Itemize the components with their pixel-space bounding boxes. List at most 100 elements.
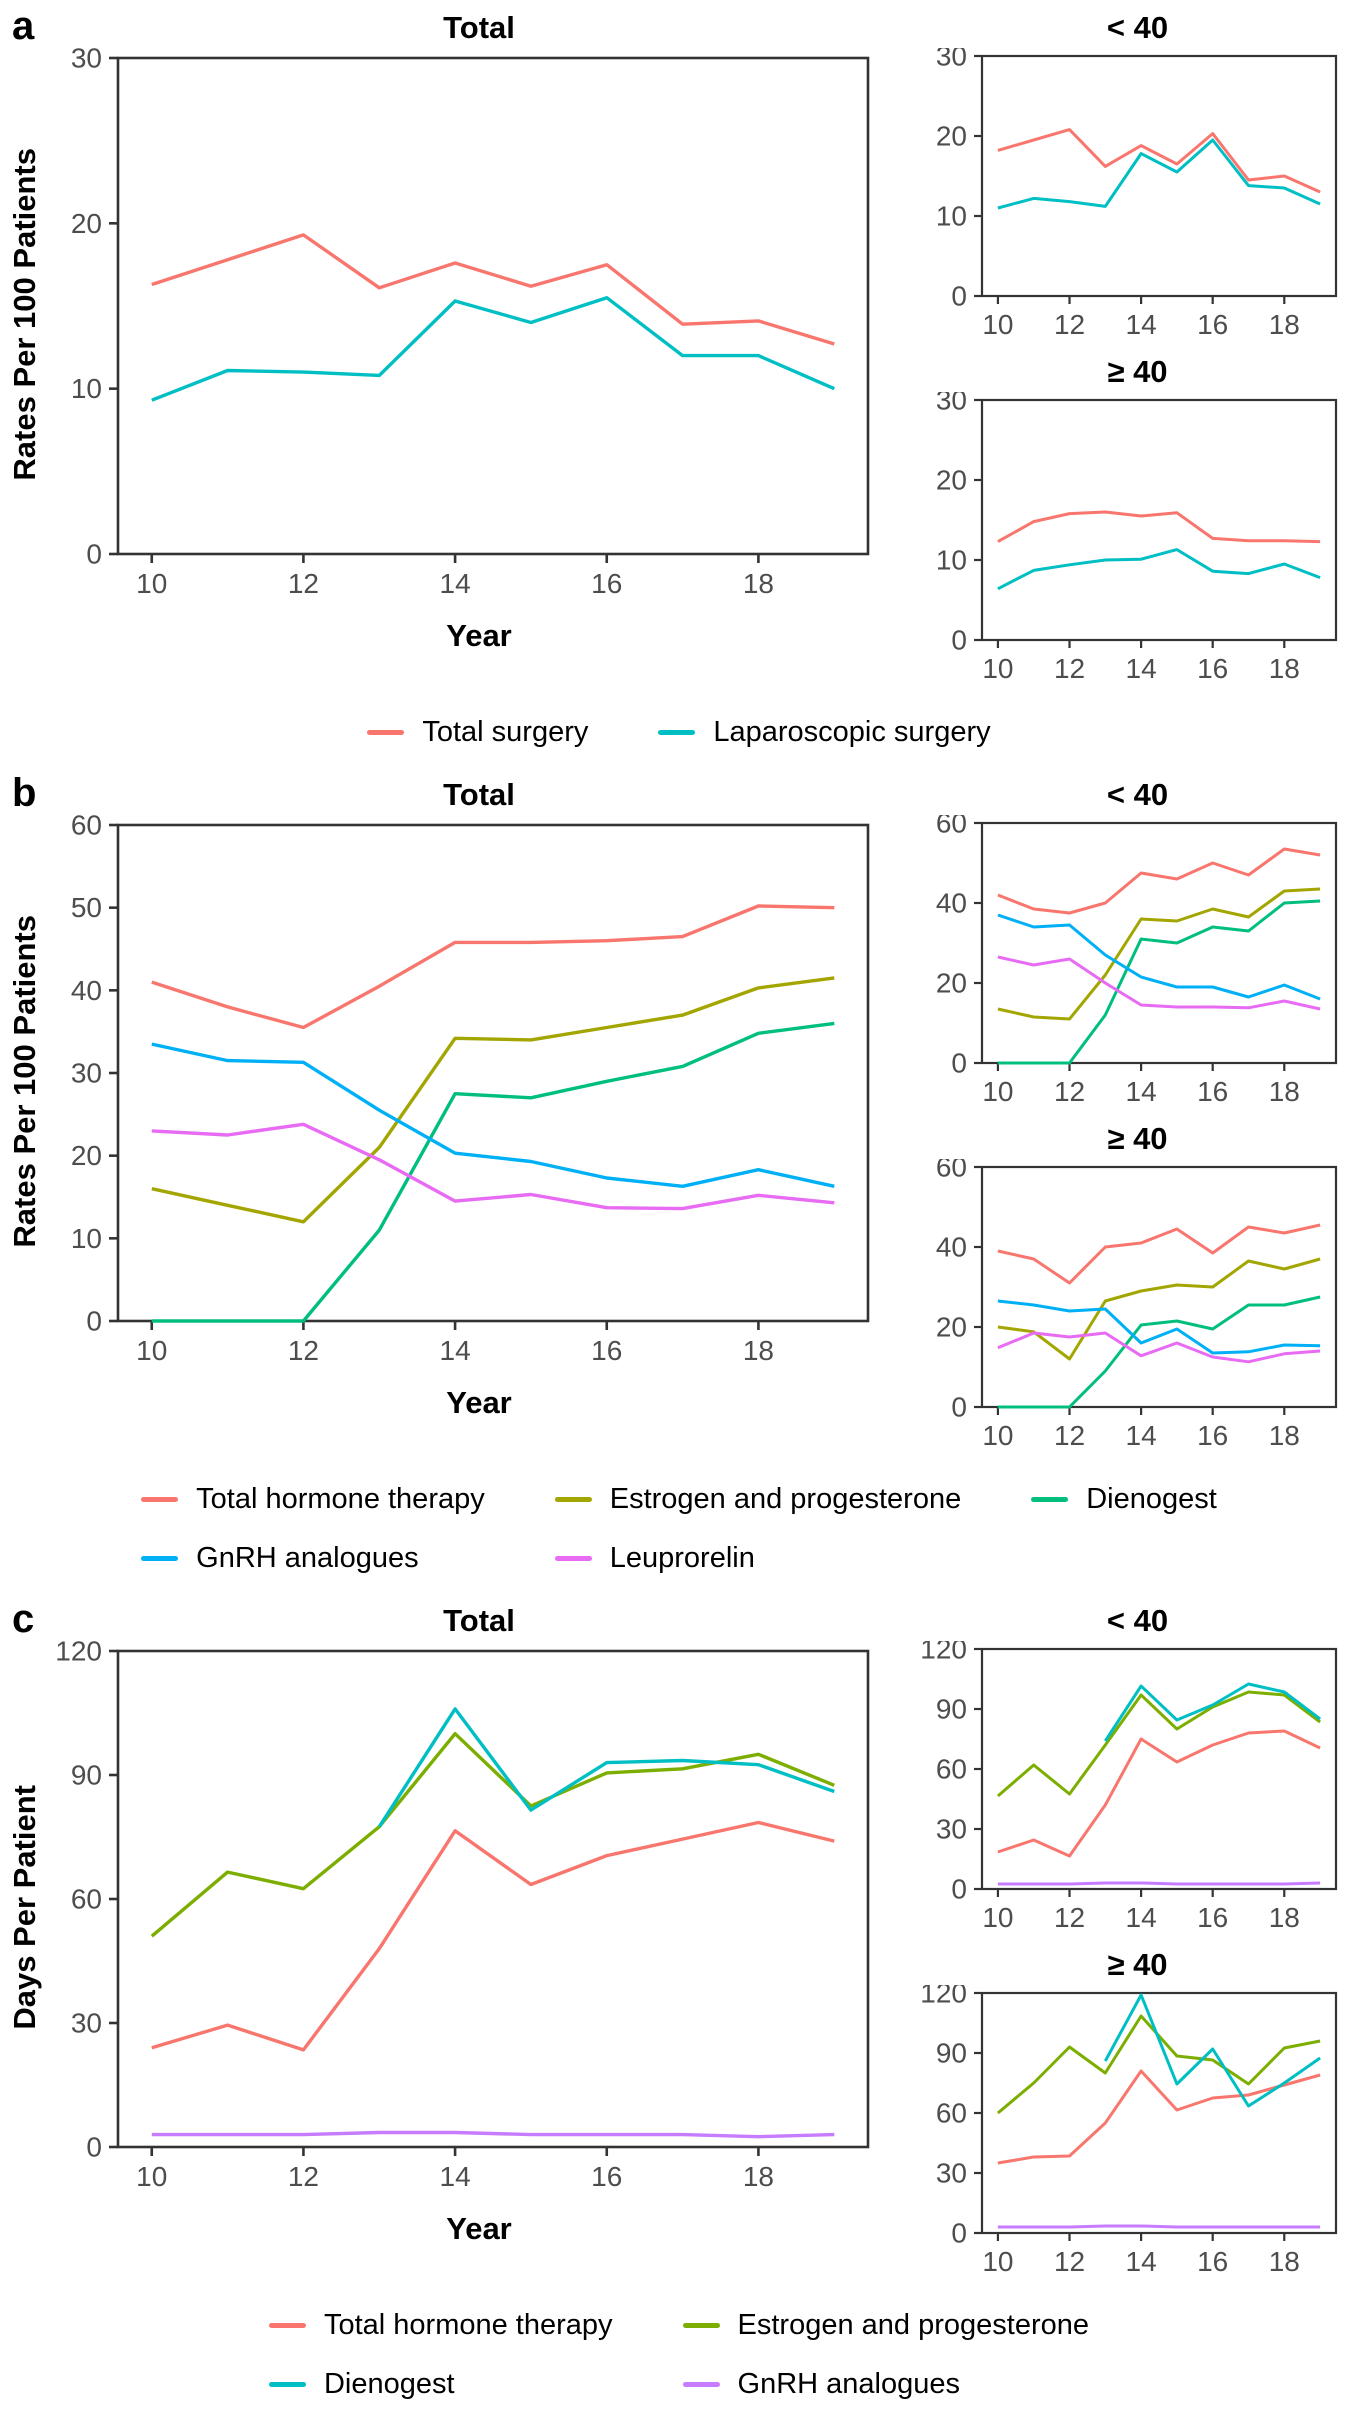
y-tick-label: 40	[936, 1232, 967, 1263]
y-tick-label: 50	[71, 892, 102, 923]
y-tick-label: 30	[71, 1058, 102, 1089]
y-tick-label: 10	[936, 545, 967, 576]
series-line-estrogen-and-progesterone	[996, 1690, 1322, 1798]
legend-item-total-hormone-therapy: Total hormone therapy	[141, 1483, 485, 1516]
panel-b-letter: b	[12, 771, 37, 815]
x-tick-label: 18	[1269, 1076, 1300, 1107]
legend-item-total-hormone-therapy: Total hormone therapy	[268, 2309, 613, 2342]
legend-label: Estrogen and progesterone	[609, 1483, 962, 1515]
legend-key-icon	[1031, 1497, 1069, 1502]
legend-key-icon	[682, 2382, 720, 2387]
x-tick-label: 18	[1269, 309, 1300, 340]
series-line-gnrh-analogues	[151, 1042, 835, 1188]
x-tick-label: 16	[1197, 309, 1228, 340]
panel-b-x-axis-label: Year	[446, 1385, 512, 1420]
y-tick-label: 60	[71, 815, 102, 841]
y-tick-label: 0	[86, 2132, 102, 2163]
series-line-gnrh-analogues	[151, 2130, 835, 2139]
chart-c-total: Total 0 30 60 90 120 10 12 14 16 18	[50, 1601, 880, 2209]
y-tick-label: 40	[936, 888, 967, 919]
series-line-leuprorelin	[997, 1331, 1321, 1364]
series-line-leuprorelin	[151, 1122, 835, 1211]
y-tick-label: 90	[71, 1760, 102, 1791]
chart-b-over40: ≥ 40 0 20 40 60 10 12 14 16 18	[890, 1119, 1342, 1457]
y-tick-label: 20	[936, 968, 967, 999]
y-tick-label: 60	[936, 2098, 967, 2129]
y-tick-label: 30	[936, 1814, 967, 1845]
legend-label: Leuprorelin	[609, 1542, 755, 1574]
series-line-total-hormone-therapy	[997, 847, 1321, 915]
legend-label: Total surgery	[422, 716, 589, 748]
legend-item-estrogen-and-progesterone: Estrogen and progesterone	[682, 2309, 1090, 2342]
x-tick-label: 16	[1197, 2246, 1228, 2277]
chart-c-total-title: Total	[443, 1603, 515, 1638]
chart-b-under40-title: < 40	[1106, 777, 1169, 812]
y-tick-label: 30	[936, 392, 967, 416]
x-tick-label: 14	[440, 2161, 471, 2192]
legend-key-icon	[268, 2323, 306, 2328]
x-tick-label: 12	[1054, 1902, 1085, 1933]
plot-border	[980, 398, 1338, 642]
x-tick-label: 14	[440, 568, 471, 599]
x-tick-label: 18	[1269, 2246, 1300, 2277]
series-line-estrogen-and-progesterone	[997, 1257, 1321, 1361]
x-tick-label: 18	[743, 2161, 774, 2192]
legend-key-icon	[141, 1497, 179, 1502]
chart-a-over40-title: ≥ 40	[1107, 354, 1168, 389]
x-tick-label: 14	[1126, 1420, 1157, 1451]
series-line-estrogen-and-progesterone	[151, 976, 835, 1224]
legend-label: Dienogest	[323, 2368, 455, 2400]
panel-c-y-axis-label: Days Per Patient	[7, 1784, 42, 2030]
y-tick-label: 40	[71, 975, 102, 1006]
y-tick-label: 0	[86, 539, 102, 570]
y-tick-label: 0	[951, 1874, 967, 1905]
series-line-total-hormone-therapy	[997, 1729, 1321, 1858]
y-tick-label: 60	[936, 1754, 967, 1785]
y-tick-label: 10	[71, 1223, 102, 1254]
legend-c: Total hormone therapy Estrogen and proges…	[0, 2309, 1358, 2401]
x-tick-label: 14	[1126, 1902, 1157, 1933]
y-tick-label: 120	[920, 1641, 967, 1665]
series-line-dienogest	[997, 1295, 1321, 1409]
panel-b-y-axis-label: Rates Per 100 Patients	[7, 914, 42, 1248]
y-tick-label: 120	[55, 1641, 102, 1667]
legend-item-dienogest: Dienogest	[1031, 1483, 1217, 1516]
panel-c-x-axis-label: Year	[446, 2211, 512, 2246]
legend-item-dienogest: Dienogest	[268, 2368, 455, 2401]
x-tick-label: 16	[591, 1335, 622, 1366]
series-line-total-hormone-therapy	[151, 904, 835, 1030]
plot-area-b-total: 0 10 20 30 40 50 60 10 12 14 16 18	[71, 815, 870, 1366]
chart-b-over40-title: ≥ 40	[1107, 1121, 1168, 1156]
plot-border	[116, 56, 870, 556]
x-tick-label: 10	[136, 568, 167, 599]
chart-b-under40: < 40 0 20 40 60 10 12 14 16 18	[890, 775, 1342, 1113]
series-line-gnrh-analogues	[997, 1299, 1321, 1355]
x-tick-label: 12	[288, 568, 319, 599]
x-tick-label: 16	[1197, 653, 1228, 684]
y-tick-label: 60	[936, 1159, 967, 1183]
series-line-laparoscopic-surgery	[997, 548, 1321, 591]
panel-c: c Days Per Patient Total 0 30 60 90 120 10 12 1…	[0, 1593, 1358, 2419]
legend-key-icon	[268, 2382, 306, 2387]
chart-b-total: Total 0 10 20 30 40 50 60 10 12 14 16 18	[50, 775, 880, 1383]
y-tick-label: 30	[71, 2008, 102, 2039]
x-tick-label: 16	[1197, 1420, 1228, 1451]
plot-border	[116, 1649, 870, 2149]
y-tick-label: 10	[71, 373, 102, 404]
series-line-laparoscopic-surgery	[151, 295, 835, 402]
plot-area-b--40: 0 20 40 60 10 12 14 16 18	[936, 815, 1338, 1107]
series-line-gnrh-analogues	[997, 2224, 1321, 2229]
legend-label: Estrogen and progesterone	[737, 2309, 1090, 2341]
panel-a-y-axis-label: Rates Per 100 Patients	[7, 147, 42, 481]
y-tick-label: 0	[86, 1306, 102, 1337]
series-line-estrogen-and-progesterone	[996, 2014, 1321, 2115]
x-tick-label: 16	[1197, 1076, 1228, 1107]
series-line-dienogest	[1104, 1682, 1322, 1742]
x-tick-label: 10	[982, 1420, 1013, 1451]
legend-label: Laparoscopic surgery	[713, 716, 991, 748]
legend-label: GnRH analogues	[196, 1542, 419, 1574]
x-tick-label: 12	[1054, 1076, 1085, 1107]
legend-key-icon	[554, 1497, 592, 1502]
plot-border	[980, 54, 1338, 298]
